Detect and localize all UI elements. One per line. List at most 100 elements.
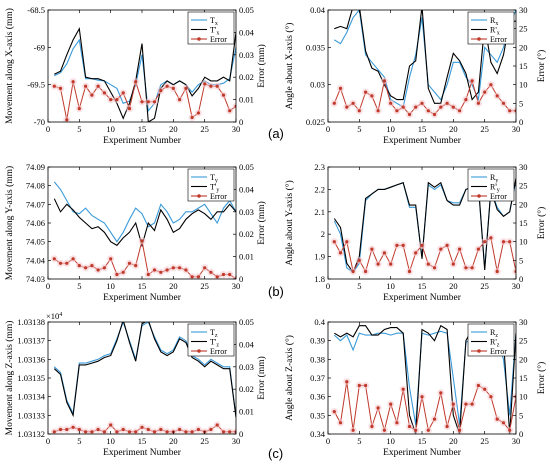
error-point xyxy=(221,93,226,97)
error-point xyxy=(476,383,480,388)
error-point xyxy=(209,270,213,274)
x-axis-label: Experiment Number xyxy=(103,136,182,146)
error-point xyxy=(464,266,468,270)
error-point xyxy=(127,430,132,434)
series-line-3 xyxy=(333,381,516,433)
y2-tick-label: 0 xyxy=(239,117,243,127)
y2-tick-label: 30 xyxy=(519,5,528,15)
y2-tick-label: 30 xyxy=(519,162,528,172)
x-tick-label: 15 xyxy=(418,124,427,134)
x-tick-label: 0 xyxy=(46,436,50,446)
x-axis-label: Experiment Number xyxy=(383,136,462,146)
error-point xyxy=(146,427,150,432)
error-point xyxy=(127,107,132,111)
error-point xyxy=(445,424,449,429)
error-point xyxy=(382,79,386,83)
x-tick-label: 10 xyxy=(386,124,395,134)
error-point xyxy=(209,427,213,432)
legend-label: Rz xyxy=(490,328,498,339)
y2-tick-label: 0.02 xyxy=(239,384,254,394)
error-point xyxy=(364,90,368,94)
error-point xyxy=(332,101,336,105)
error-point xyxy=(196,427,200,432)
y-tick-label: 74.09 xyxy=(26,162,45,172)
error-point xyxy=(121,270,125,274)
legend-label: R'y xyxy=(490,183,500,194)
error-point xyxy=(382,428,386,432)
y-multiplier-label: ×104 xyxy=(46,311,62,321)
y-tick-label: 1.03133 xyxy=(17,410,45,420)
x-axis-label: Experiment Number xyxy=(383,293,462,303)
y-tick-label: 74.07 xyxy=(26,199,45,209)
x-tick-label: 0 xyxy=(46,124,50,134)
error-point xyxy=(65,118,69,122)
chart-5: 0 5 10 15 20 25 30 1.03132 1.03133 1.03134 1.03135… xyxy=(4,311,267,458)
error-point xyxy=(134,430,138,434)
error-point xyxy=(439,247,443,251)
error-point xyxy=(401,105,405,109)
error-point xyxy=(102,430,106,434)
error-point xyxy=(432,112,437,117)
error-point xyxy=(140,100,144,104)
error-point xyxy=(508,109,512,113)
error-point xyxy=(445,243,449,247)
y-tick-label: -70 xyxy=(34,117,45,127)
error-point xyxy=(165,268,169,272)
error-point xyxy=(52,257,56,261)
x-tick-label: 30 xyxy=(232,281,241,291)
y2-tick-label: 0.04 xyxy=(239,339,255,349)
error-point xyxy=(364,383,368,388)
x-axis-label: Experiment Number xyxy=(383,448,462,458)
error-point xyxy=(140,239,144,243)
y2-tick-label: 25 xyxy=(519,336,528,346)
error-point xyxy=(464,402,468,406)
error-point xyxy=(109,423,113,427)
error-point xyxy=(489,83,493,87)
x-tick-label: 5 xyxy=(357,436,361,446)
error-point xyxy=(58,261,63,265)
error-point xyxy=(121,427,125,432)
series-line-2 xyxy=(53,322,236,418)
error-point xyxy=(414,105,418,109)
y-tick-label: 2 xyxy=(321,229,325,239)
error-point xyxy=(414,251,418,255)
error-point xyxy=(190,115,194,120)
legend-marker xyxy=(197,194,201,198)
error-point xyxy=(338,421,343,425)
y-axis-label: Angle about Y-axis (°) xyxy=(284,180,295,266)
y-tick-label: 1.03132 xyxy=(17,429,45,439)
y2-tick-label: 0 xyxy=(239,429,243,439)
y-axis-label: Movement along X-axis (mm) xyxy=(4,8,15,124)
x-tick-label: 0 xyxy=(326,281,330,291)
error-point xyxy=(458,247,462,251)
error-point xyxy=(357,109,361,113)
error-point xyxy=(209,84,213,88)
x-tick-label: 0 xyxy=(46,281,50,291)
error-point xyxy=(84,84,88,88)
legend-label: Tx xyxy=(210,16,218,27)
error-point xyxy=(90,93,94,97)
error-point xyxy=(96,268,100,272)
error-point xyxy=(190,275,194,279)
error-point xyxy=(351,269,355,274)
y2-tick-label: 0.05 xyxy=(239,317,254,327)
error-point xyxy=(77,107,81,111)
y-tick-label: 0.04 xyxy=(310,5,326,15)
y2-tick-label: 0 xyxy=(519,274,523,284)
y2-tick-label: 20 xyxy=(519,42,528,52)
error-point xyxy=(451,402,455,406)
chart-2: 0 5 10 15 20 25 30 0.025 0.03 0.035 0.04 0 5 10 15 20 25… xyxy=(284,5,547,146)
error-point xyxy=(395,243,399,247)
x-tick-label: 5 xyxy=(357,124,361,134)
error-point xyxy=(159,270,163,274)
error-point xyxy=(476,101,480,105)
error-point xyxy=(215,84,219,88)
x-tick-label: 15 xyxy=(138,436,147,446)
error-point xyxy=(96,427,100,432)
error-point xyxy=(71,257,75,261)
x-tick-label: 25 xyxy=(200,436,209,446)
error-point xyxy=(65,261,69,265)
error-point xyxy=(351,101,355,105)
error-point xyxy=(96,84,100,88)
panel-label-c: (c) xyxy=(268,446,284,461)
